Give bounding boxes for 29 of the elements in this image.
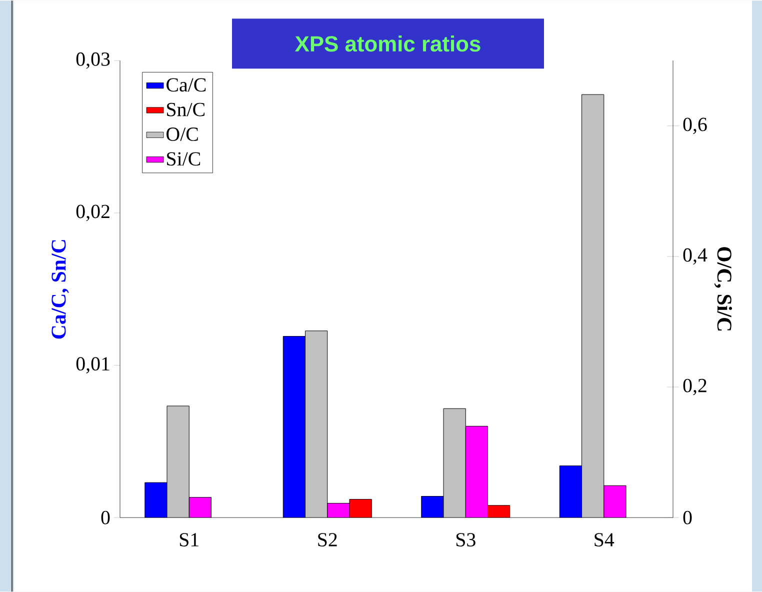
bar [466, 426, 488, 518]
y2-tick-label: 0,6 [683, 118, 707, 134]
x-tick-label: S2 [318, 533, 337, 546]
bar [167, 406, 190, 518]
y-tick-label: 0,02 [76, 204, 110, 221]
legend-label: O/C [166, 127, 198, 141]
bar [444, 408, 466, 518]
bar [559, 465, 582, 518]
y2-tick-label: 0,4 [683, 248, 708, 265]
legend-label: Sn/C [167, 102, 204, 116]
x-tick-label: S4 [594, 533, 614, 546]
bar [189, 497, 212, 518]
bar [582, 94, 604, 518]
chart-title: XPS atomic ratios [295, 35, 480, 52]
y-tick-label: 0,03 [76, 52, 110, 69]
y-tick-label: 0,01 [76, 357, 110, 374]
y2-axis-title: O/C, Si/C [714, 246, 732, 330]
legend-label: Ca/C [166, 78, 206, 92]
y2-tick-label: 0,2 [683, 378, 706, 396]
y2-tick-label: 0 [683, 510, 692, 524]
x-tick-label: S1 [180, 533, 198, 546]
y-axis-title: Ca/C, Sn/C [52, 240, 69, 339]
y-tick-label: 0 [101, 510, 110, 524]
bar [421, 496, 444, 518]
x-tick-label: S3 [456, 533, 476, 546]
bar [604, 485, 626, 518]
bar [488, 505, 510, 518]
legend-label: Si/C [167, 152, 200, 166]
bar [144, 482, 168, 518]
